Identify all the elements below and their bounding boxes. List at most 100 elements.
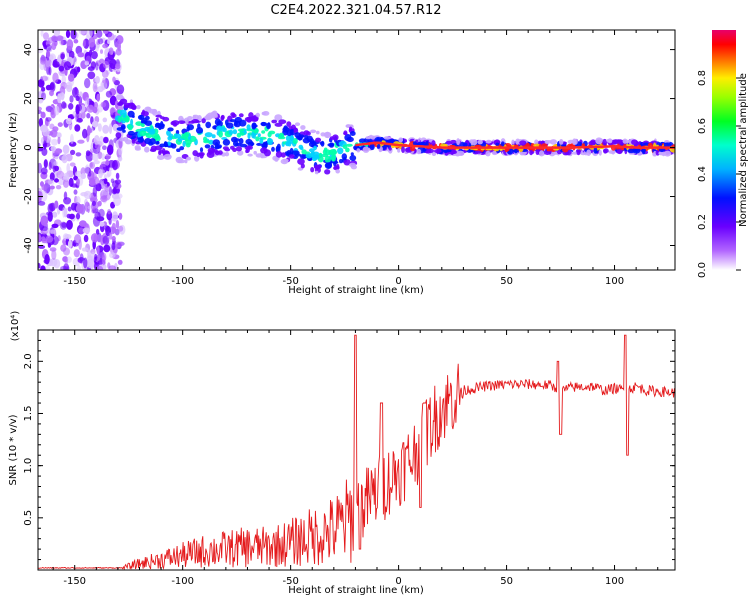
- noise-blob: [64, 234, 72, 240]
- signal-blob: [179, 146, 185, 151]
- noise-blob: [116, 84, 125, 95]
- noise-blob: [61, 101, 67, 109]
- signal-blob: [218, 130, 223, 138]
- signal-blob: [131, 138, 136, 144]
- noise-blob: [108, 217, 112, 225]
- noise-blob: [111, 211, 119, 222]
- signal-blob: [259, 138, 264, 144]
- colorbar-tick-label: 0.6: [697, 118, 708, 134]
- signal-blob: [186, 156, 191, 161]
- signal-blob: [204, 144, 211, 149]
- signal-blob: [314, 170, 319, 175]
- signal-blob: [170, 143, 177, 149]
- noise-blob: [93, 135, 100, 146]
- signal-blob: [608, 150, 616, 154]
- noise-blob: [84, 78, 91, 89]
- signal-blob: [237, 128, 245, 132]
- noise-blob: [67, 206, 72, 212]
- spectrogram-image: [38, 30, 675, 270]
- noise-blob: [64, 174, 70, 181]
- signal-blob: [238, 113, 244, 118]
- signal-blob: [167, 127, 174, 132]
- noise-blob: [90, 61, 97, 69]
- signal-blob: [292, 138, 298, 145]
- signal-blob: [298, 144, 304, 150]
- signal-blob: [288, 154, 295, 159]
- noise-blob: [89, 161, 95, 169]
- noise-blob: [85, 55, 92, 63]
- noise-blob: [88, 36, 96, 48]
- noise-blob: [49, 82, 55, 90]
- noise-blob: [60, 81, 68, 90]
- chart-title: C2E4.2022.321.04.57.R12: [270, 3, 441, 18]
- signal-blob: [329, 142, 335, 147]
- noise-blob: [57, 122, 63, 127]
- noise-blob: [79, 91, 83, 97]
- noise-blob: [102, 117, 108, 123]
- noise-blob: [85, 30, 93, 39]
- signal-blob: [177, 159, 186, 164]
- x-tick-label: 0: [395, 576, 401, 587]
- noise-blob: [69, 162, 76, 167]
- noise-blob: [41, 184, 47, 191]
- noise-blob: [48, 54, 54, 61]
- noise-blob: [117, 156, 123, 162]
- noise-blob: [108, 265, 117, 270]
- signal-blob: [174, 133, 182, 139]
- noise-blob: [93, 101, 99, 109]
- noise-blob: [38, 47, 44, 54]
- noise-blob: [74, 124, 81, 132]
- signal-blob: [236, 146, 242, 152]
- signal-blob: [148, 128, 156, 135]
- signal-blob: [577, 149, 582, 153]
- colorbar-tick-label: 0.8: [697, 70, 708, 86]
- noise-blob: [40, 215, 49, 226]
- colorbar-ticks: 0.0 0.2 0.4 0.6 0.8: [697, 70, 741, 278]
- noise-blob: [75, 95, 80, 102]
- signal-blob: [287, 141, 292, 147]
- noise-blob: [60, 53, 65, 60]
- signal-blob: [495, 142, 500, 146]
- noise-blob: [86, 258, 95, 269]
- signal-blob: [358, 138, 366, 144]
- noise-blob: [107, 39, 111, 44]
- signal-blob: [309, 148, 315, 153]
- signal-blob: [602, 138, 608, 146]
- noise-blob: [54, 105, 60, 116]
- signal-blob: [383, 136, 392, 140]
- noise-blob: [75, 212, 81, 220]
- signal-blob: [491, 150, 498, 156]
- signal-blob: [333, 166, 340, 171]
- signal-blob: [123, 104, 130, 109]
- noise-blob: [115, 63, 121, 70]
- signal-blob: [622, 138, 628, 144]
- noise-blob: [114, 100, 119, 109]
- signal-blob: [559, 139, 564, 145]
- signal-blob: [247, 133, 251, 140]
- signal-blob: [149, 148, 157, 152]
- signal-blob: [348, 162, 357, 168]
- signal-blob: [345, 147, 350, 153]
- noise-blob: [91, 176, 100, 185]
- noise-blob: [84, 201, 90, 212]
- signal-blob: [260, 121, 267, 126]
- signal-blob: [260, 147, 268, 154]
- signal-blob: [162, 116, 170, 122]
- x-tick-label: 50: [500, 576, 513, 587]
- signal-blob: [286, 121, 292, 127]
- signal-blob: [255, 136, 260, 142]
- spectrogram-frame: [37, 29, 676, 271]
- signal-blob: [315, 165, 319, 171]
- noise-blob: [97, 200, 102, 207]
- signal-blob: [422, 148, 427, 152]
- signal-blob: [212, 112, 217, 117]
- signal-blob: [120, 125, 126, 130]
- signal-blob: [127, 130, 135, 136]
- signal-blob: [134, 145, 141, 150]
- signal-blob: [158, 150, 162, 155]
- noise-blob: [49, 229, 56, 235]
- signal-blob: [349, 131, 356, 136]
- signal-blob: [222, 127, 227, 133]
- signal-blob: [511, 139, 515, 145]
- signal-blob: [365, 136, 372, 140]
